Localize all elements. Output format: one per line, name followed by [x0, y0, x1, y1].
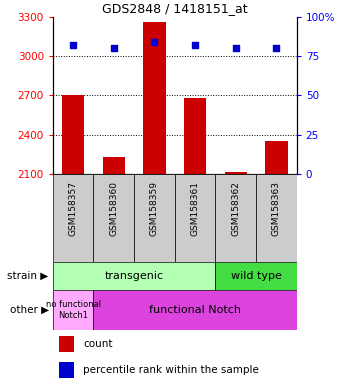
Bar: [53, 262, 216, 290]
Point: [233, 45, 238, 51]
Text: transgenic: transgenic: [105, 271, 164, 281]
Text: GSM158360: GSM158360: [109, 181, 118, 236]
Bar: [59, 336, 74, 352]
Point: [192, 42, 198, 48]
Text: wild type: wild type: [231, 271, 281, 281]
Bar: [143, 22, 166, 174]
Text: GSM158362: GSM158362: [231, 181, 240, 236]
Bar: [103, 157, 125, 174]
Text: functional Notch: functional Notch: [149, 305, 241, 315]
Text: other ▶: other ▶: [10, 305, 49, 315]
Text: no functional
Notch1: no functional Notch1: [46, 300, 101, 320]
Text: strain ▶: strain ▶: [8, 271, 49, 281]
Bar: [265, 141, 287, 174]
Bar: [224, 172, 247, 174]
Bar: [216, 262, 297, 290]
Bar: [184, 98, 206, 174]
Text: percentile rank within the sample: percentile rank within the sample: [83, 365, 259, 375]
Text: GSM158363: GSM158363: [272, 181, 281, 236]
Bar: [134, 174, 175, 262]
Bar: [53, 290, 93, 330]
Bar: [62, 95, 84, 174]
Point: [273, 45, 279, 51]
Bar: [175, 174, 216, 262]
Bar: [256, 174, 297, 262]
Bar: [216, 174, 256, 262]
Bar: [93, 174, 134, 262]
Text: count: count: [83, 339, 113, 349]
Bar: [93, 290, 297, 330]
Point: [152, 39, 157, 45]
Text: GSM158361: GSM158361: [191, 181, 199, 236]
Bar: [59, 362, 74, 378]
Point: [71, 42, 76, 48]
Point: [111, 45, 117, 51]
Text: GSM158359: GSM158359: [150, 181, 159, 236]
Text: GSM158357: GSM158357: [69, 181, 78, 236]
Bar: [53, 174, 93, 262]
Title: GDS2848 / 1418151_at: GDS2848 / 1418151_at: [102, 2, 248, 15]
